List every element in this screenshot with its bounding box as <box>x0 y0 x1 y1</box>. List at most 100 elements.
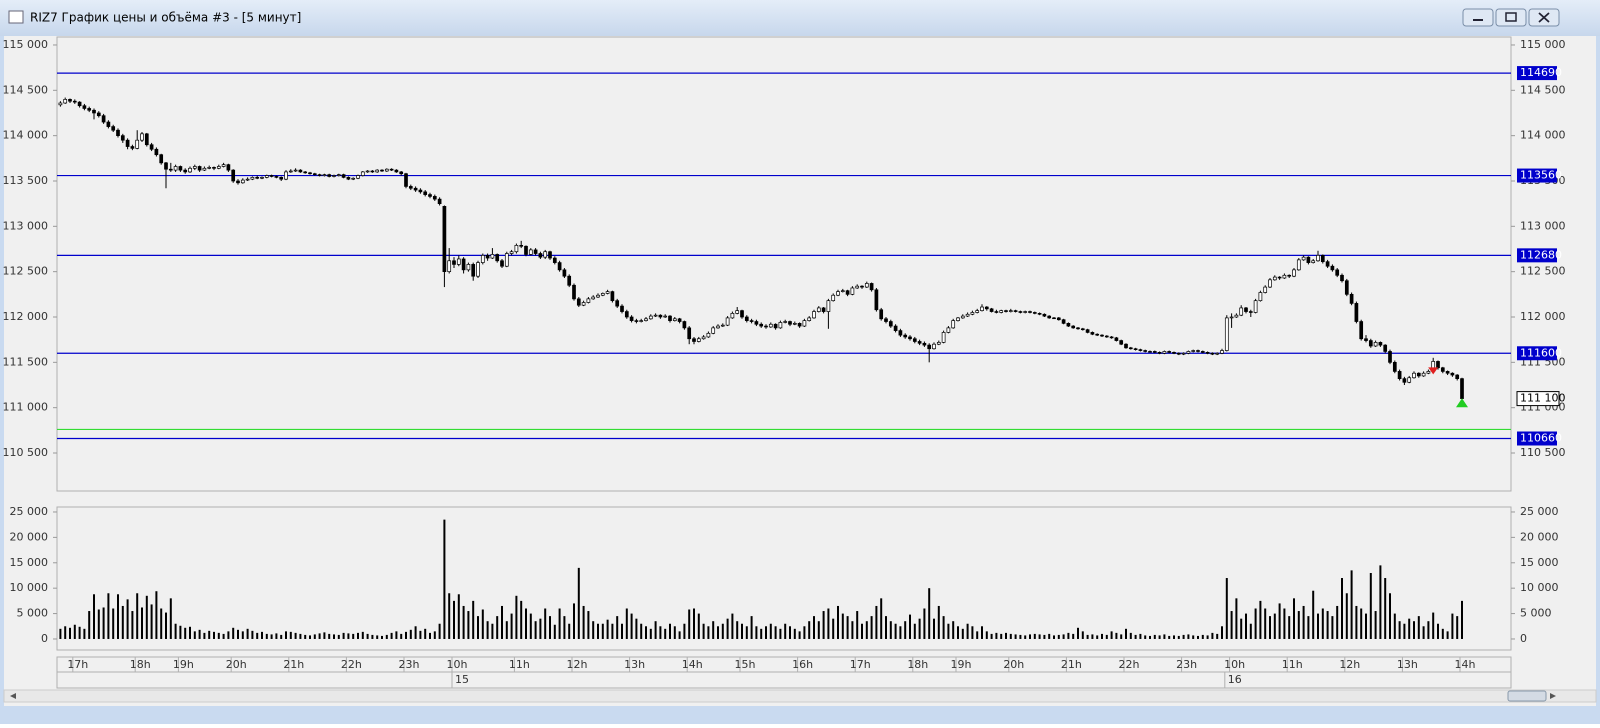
candle-body <box>807 317 812 321</box>
candle-body <box>725 317 730 326</box>
y2-tick-label: 114 000 <box>1520 129 1566 142</box>
y2-tick-label: 112 000 <box>1520 310 1566 323</box>
scroll-right[interactable] <box>1550 693 1556 699</box>
minimize-button[interactable] <box>1462 8 1494 27</box>
level-label: 110660 <box>1520 432 1562 445</box>
candle-body <box>1133 348 1138 350</box>
candle-body <box>1412 372 1416 379</box>
candle-body <box>687 327 692 340</box>
candle-body <box>1407 377 1412 383</box>
candle-body <box>706 332 711 338</box>
title-bar <box>0 0 1600 36</box>
candle-body <box>980 306 984 312</box>
candle-body <box>245 178 250 181</box>
candle-body <box>500 260 504 267</box>
candle-body <box>360 171 365 176</box>
scroll-track[interactable] <box>3 689 1597 703</box>
candle-body <box>341 174 346 178</box>
last-price-box <box>1516 391 1560 407</box>
level-label: 112680 <box>1520 248 1562 261</box>
candle-body <box>1340 274 1344 282</box>
candle-body <box>269 175 274 177</box>
x-tick-label: 13h <box>1397 658 1418 671</box>
candle-body <box>1008 310 1013 312</box>
candle-body <box>1042 313 1047 317</box>
scroll-thumb[interactable] <box>1507 690 1547 702</box>
x-tick-label: 14h <box>682 658 703 671</box>
candle-body <box>168 168 173 171</box>
candle-body <box>888 321 893 327</box>
candle-body <box>1388 351 1392 363</box>
date-axis <box>56 671 1512 689</box>
y-tick-label: 113 000 <box>3 219 49 232</box>
level-label-box <box>1517 66 1557 81</box>
candle-body <box>1335 269 1340 276</box>
x-tick-label: 21h <box>1061 658 1082 671</box>
window-buttons <box>1462 8 1560 27</box>
candle-body <box>1344 280 1349 295</box>
candle-body <box>308 172 312 175</box>
candle-body <box>461 258 466 271</box>
candle-body <box>543 251 548 258</box>
candle-body <box>634 320 639 322</box>
candle-body <box>1114 337 1119 341</box>
candle-body <box>1402 378 1407 383</box>
candle-body <box>456 258 461 265</box>
y2-tick-label: 112 500 <box>1520 265 1566 278</box>
candle-body <box>1095 333 1100 336</box>
candle-body <box>970 312 975 315</box>
candle-body <box>1181 352 1186 355</box>
candle-body <box>356 175 360 179</box>
candle-body <box>1253 300 1258 313</box>
candle-body <box>480 254 485 263</box>
candle-body <box>408 186 413 189</box>
y-tick-label: 114 500 <box>3 83 49 96</box>
x-tick-label: 12h <box>567 658 588 671</box>
candle-body <box>1176 352 1181 355</box>
candle-body <box>384 168 389 172</box>
candle-body <box>850 287 855 295</box>
candle-body <box>922 342 927 346</box>
candle-body <box>1172 352 1176 354</box>
candle-body <box>653 314 658 317</box>
candle-body <box>303 171 308 174</box>
volume-tick-label: 10 000 <box>10 581 49 594</box>
candle-body <box>908 336 912 340</box>
candle-body <box>1220 350 1224 354</box>
candle-body <box>1037 313 1042 315</box>
x-tick-label: 23h <box>1176 658 1197 671</box>
candle-body <box>994 311 999 313</box>
x-tick-label: 17h <box>850 658 871 671</box>
candle-body <box>365 170 370 173</box>
candle-body <box>1368 340 1373 347</box>
candle-body <box>528 249 533 255</box>
candle-body <box>672 318 677 321</box>
candle-body <box>984 306 989 310</box>
candle-body <box>336 174 341 176</box>
scroll-left[interactable] <box>10 693 16 699</box>
candle-body <box>1378 342 1383 346</box>
candle-body <box>884 318 888 322</box>
maximize-button[interactable] <box>1495 8 1527 27</box>
candle-body <box>869 283 874 291</box>
candle-body <box>130 146 135 149</box>
x-tick-label: 14h <box>1455 658 1476 671</box>
candle-body <box>125 139 130 147</box>
candle-body <box>831 294 836 302</box>
candle-body <box>197 166 202 171</box>
candle-body <box>562 269 567 277</box>
x-tick-label: 10h <box>447 658 468 671</box>
candle-body <box>284 171 288 180</box>
candle-body <box>1292 269 1296 277</box>
candle-body <box>1272 276 1277 281</box>
candle-body <box>1085 329 1090 333</box>
candle-body <box>1109 336 1114 339</box>
candle-body <box>250 177 255 180</box>
candle-body <box>370 170 375 173</box>
x-tick-label: 16h <box>792 658 813 671</box>
x-tick-label: 22h <box>1119 658 1140 671</box>
candle-body <box>1440 367 1445 372</box>
candle-body <box>548 251 552 259</box>
candle-body <box>783 321 788 323</box>
candle-body <box>212 167 216 169</box>
